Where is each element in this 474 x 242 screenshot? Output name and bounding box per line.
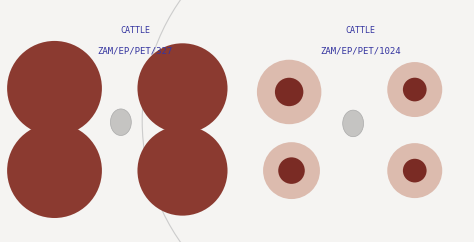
Text: CATTLE: CATTLE: [345, 26, 375, 35]
Ellipse shape: [137, 43, 228, 133]
Ellipse shape: [275, 78, 303, 106]
Ellipse shape: [7, 41, 102, 136]
Ellipse shape: [263, 142, 320, 199]
Ellipse shape: [387, 143, 442, 198]
Ellipse shape: [403, 159, 427, 182]
Ellipse shape: [7, 123, 102, 218]
Text: ZAM/EP/PET/327: ZAM/EP/PET/327: [98, 46, 173, 55]
Ellipse shape: [137, 126, 228, 216]
Ellipse shape: [387, 62, 442, 117]
Ellipse shape: [403, 78, 427, 101]
Ellipse shape: [343, 110, 364, 137]
Ellipse shape: [110, 109, 131, 136]
Ellipse shape: [0, 0, 332, 242]
Text: CATTLE: CATTLE: [120, 26, 150, 35]
Ellipse shape: [142, 0, 474, 242]
Ellipse shape: [278, 157, 305, 184]
Text: ZAM/EP/PET/1024: ZAM/EP/PET/1024: [320, 46, 401, 55]
Ellipse shape: [257, 60, 321, 124]
